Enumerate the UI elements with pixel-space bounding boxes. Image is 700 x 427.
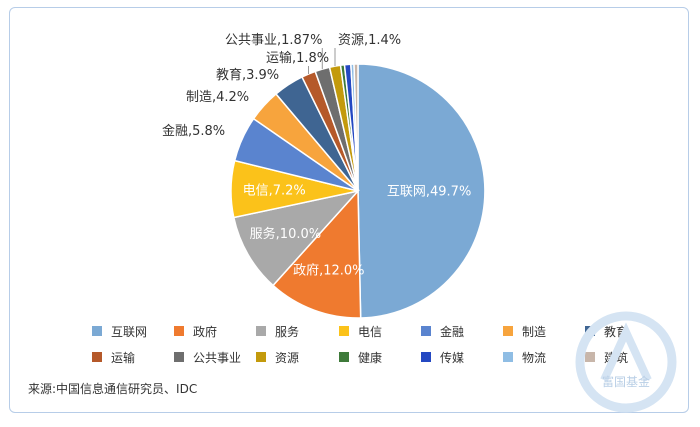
legend-swatch-10 bbox=[256, 352, 266, 362]
slice-label-9: 公共事业,1.87% bbox=[225, 33, 322, 48]
legend-label-6: 制造 bbox=[522, 325, 546, 339]
slice-label-8: 运输,1.8% bbox=[266, 50, 329, 66]
legend-swatch-4 bbox=[339, 326, 349, 336]
legend-label-10: 资源 bbox=[275, 351, 299, 365]
pie-slice-2 bbox=[272, 189, 362, 319]
legend-swatch-6 bbox=[503, 326, 513, 336]
slice-labels: 互联网,49.7% 政府,12.0% 服务,10.0% 电信,7.2% 金融,5.8% 制… bbox=[162, 33, 471, 279]
slice-label-10: 资源,1.4% bbox=[338, 33, 401, 48]
legend-label-13: 物流 bbox=[522, 351, 546, 365]
legend-swatch-1 bbox=[92, 326, 102, 336]
legend-swatch-8 bbox=[92, 352, 102, 362]
legend-label-5: 金融 bbox=[440, 324, 464, 339]
pie-slice-3 bbox=[232, 189, 361, 287]
legend-label-11: 健康 bbox=[358, 350, 382, 365]
pie-slices bbox=[230, 63, 486, 319]
legend-label-9: 公共事业 bbox=[193, 351, 241, 365]
slice-label-4: 电信,7.2% bbox=[243, 184, 306, 199]
pie-slice-14 bbox=[353, 63, 359, 192]
label-leader-lines bbox=[308, 48, 336, 74]
slice-label-2: 政府,12.0% bbox=[293, 264, 364, 279]
legend-label-8: 运输 bbox=[111, 350, 135, 365]
legend-label-4: 电信 bbox=[358, 325, 382, 339]
legend-label-2: 政府 bbox=[193, 324, 217, 339]
legend-swatch-9 bbox=[174, 352, 184, 362]
slice-label-3: 服务,10.0% bbox=[250, 226, 321, 242]
legend-swatch-5 bbox=[421, 326, 431, 336]
legend-swatch-12 bbox=[421, 352, 431, 362]
legend-swatch-13 bbox=[503, 352, 513, 362]
legend-swatch-11 bbox=[339, 352, 349, 362]
pie-slice-1 bbox=[357, 63, 486, 319]
legend-label-3: 服务 bbox=[275, 324, 299, 339]
slice-label-6: 制造,4.2% bbox=[186, 90, 249, 105]
source-note: 来源:中国信息通信研究员、IDC bbox=[28, 382, 198, 396]
legend-label-1: 互联网 bbox=[111, 325, 147, 339]
slice-label-5: 金融,5.8% bbox=[162, 123, 225, 139]
watermark-text: 富国基金 bbox=[602, 374, 650, 389]
fund-logo-watermark: 富国基金 bbox=[575, 311, 677, 413]
legend-swatch-3 bbox=[256, 326, 266, 336]
legend-label-12: 传媒 bbox=[440, 350, 464, 365]
slice-label-7: 教育,3.9% bbox=[216, 67, 279, 83]
slice-label-1: 互联网,49.7% bbox=[387, 184, 471, 199]
legend-swatch-2 bbox=[174, 326, 184, 336]
legend-swatch-14 bbox=[585, 352, 595, 362]
